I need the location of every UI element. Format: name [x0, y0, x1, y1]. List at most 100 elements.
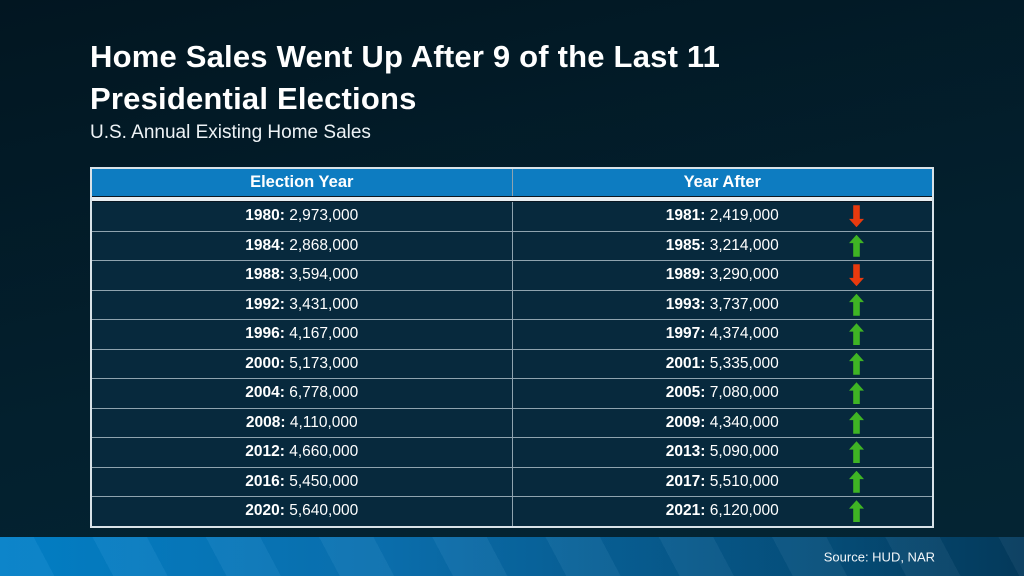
- home-sales-table-container: Election Year Year After 1980: 2,973,000…: [90, 167, 934, 528]
- year-after-cell: 1985: 3,214,000: [511, 230, 934, 261]
- page-title-line1: Home Sales Went Up After 9 of the Last 1…: [90, 39, 721, 74]
- election-year-cell: 1980: 2,973,000: [90, 201, 513, 232]
- page-title: Home Sales Went Up After 9 of the Last 1…: [90, 36, 720, 120]
- column-header-election-year: Election Year: [90, 167, 513, 197]
- election-year-label: 2004:: [245, 384, 285, 402]
- home-sales-table: Election Year Year After 1980: 2,973,000…: [90, 167, 934, 528]
- year-after-cell: 2005: 7,080,000: [511, 378, 934, 409]
- election-year-label: 1996:: [245, 325, 285, 343]
- year-after-label: 1981:: [665, 207, 706, 225]
- year-after-cell: 2017: 5,510,000: [511, 466, 934, 497]
- page-subtitle: U.S. Annual Existing Home Sales: [90, 122, 371, 143]
- year-after-sales-value: 7,080,000: [705, 384, 779, 402]
- table-row: 2012: 4,660,000 2013: 5,090,000: [90, 437, 934, 468]
- election-year-sales-value: 3,431,000: [284, 295, 359, 313]
- election-year-sales-value: 4,110,000: [285, 413, 358, 431]
- election-year-cell: 1996: 4,167,000: [90, 319, 513, 350]
- year-after-label: 2009:: [665, 413, 706, 431]
- up-arrow-icon: [849, 411, 864, 434]
- election-year-label: 1984:: [245, 236, 285, 254]
- up-arrow-icon: [849, 470, 864, 493]
- election-year-sales-value: 5,173,000: [284, 354, 359, 372]
- table-row: 1988: 3,594,000 1989: 3,290,000: [90, 260, 934, 291]
- election-year-cell: 2004: 6,778,000: [90, 378, 513, 409]
- table-row: 2016: 5,450,000 2017: 5,510,000: [90, 466, 934, 497]
- election-year-sales-value: 2,868,000: [284, 236, 359, 254]
- year-after-cell: 1993: 3,737,000: [511, 289, 934, 320]
- down-arrow-icon: [849, 205, 864, 228]
- year-after-sales-value: 4,340,000: [705, 413, 779, 431]
- up-arrow-icon: [849, 441, 864, 464]
- election-year-label: 1992:: [245, 295, 285, 313]
- footer-bar: Source: HUD, NAR: [0, 537, 1024, 576]
- election-year-cell: 1988: 3,594,000: [90, 260, 513, 291]
- table-row: 1992: 3,431,000 1993: 3,737,000: [90, 289, 934, 320]
- year-after-cell: 2001: 5,335,000: [511, 348, 934, 379]
- down-arrow-icon: [849, 264, 864, 287]
- year-after-sales-value: 3,737,000: [705, 295, 779, 313]
- table-row: 2008: 4,110,000 2009: 4,340,000: [90, 407, 934, 438]
- year-after-sales-value: 5,510,000: [705, 472, 779, 490]
- table-row: 1996: 4,167,000 1997: 4,374,000: [90, 319, 934, 350]
- year-after-cell: 2009: 4,340,000: [511, 407, 934, 438]
- header-separator: [91, 196, 933, 202]
- up-arrow-icon: [849, 234, 864, 257]
- table-row: 1984: 2,868,000 1985: 3,214,000: [90, 230, 934, 261]
- election-year-cell: 2008: 4,110,000: [90, 407, 513, 438]
- election-year-sales-value: 5,450,000: [284, 472, 359, 490]
- election-year-cell: 2016: 5,450,000: [90, 466, 513, 497]
- election-year-sales-value: 3,594,000: [284, 266, 359, 284]
- column-header-year-after: Year After: [511, 167, 934, 197]
- year-after-label: 1997:: [665, 325, 706, 343]
- election-year-label: 1980:: [245, 207, 285, 225]
- year-after-label: 2005:: [665, 384, 706, 402]
- election-year-cell: 2020: 5,640,000: [90, 496, 513, 527]
- year-after-sales-value: 5,090,000: [705, 443, 779, 461]
- table-row: 2020: 5,640,000 2021: 6,120,000: [90, 496, 934, 527]
- year-after-sales-value: 2,419,000: [705, 207, 779, 225]
- header-separator-line: [91, 196, 933, 202]
- election-year-cell: 1992: 3,431,000: [90, 289, 513, 320]
- year-after-cell: 2021: 6,120,000: [511, 496, 934, 527]
- year-after-label: 2001:: [665, 354, 706, 372]
- election-year-cell: 2012: 4,660,000: [90, 437, 513, 468]
- election-year-sales-value: 4,167,000: [284, 325, 359, 343]
- up-arrow-icon: [849, 352, 864, 375]
- year-after-label: 2013:: [665, 443, 706, 461]
- year-after-cell: 1989: 3,290,000: [511, 260, 934, 291]
- election-year-sales-value: 6,778,000: [284, 384, 359, 402]
- up-arrow-icon: [849, 293, 864, 316]
- election-year-label: 2020:: [245, 502, 285, 520]
- year-after-label: 2021:: [665, 502, 706, 520]
- year-after-label: 1993:: [665, 295, 706, 313]
- election-year-cell: 1984: 2,868,000: [90, 230, 513, 261]
- election-year-label: 2000:: [245, 354, 285, 372]
- table-row: 2004: 6,778,000 2005: 7,080,000: [90, 378, 934, 409]
- table-row: 2000: 5,173,000 2001: 5,335,000: [90, 348, 934, 379]
- year-after-label: 1985:: [665, 236, 706, 254]
- election-year-label: 2012:: [245, 443, 285, 461]
- election-year-sales-value: 2,973,000: [284, 207, 359, 225]
- up-arrow-icon: [849, 323, 864, 346]
- table-header-row: Election Year Year After: [90, 167, 934, 197]
- election-year-cell: 2000: 5,173,000: [90, 348, 513, 379]
- page-title-line2: Presidential Elections: [90, 81, 417, 116]
- election-year-sales-value: 4,660,000: [284, 443, 359, 461]
- election-year-label: 1988:: [245, 266, 285, 284]
- election-year-label: 2016:: [245, 472, 285, 490]
- election-year-sales-value: 5,640,000: [284, 502, 359, 520]
- year-after-label: 1989:: [665, 266, 706, 284]
- year-after-sales-value: 5,335,000: [705, 354, 779, 372]
- year-after-sales-value: 3,214,000: [705, 236, 779, 254]
- up-arrow-icon: [849, 382, 864, 405]
- up-arrow-icon: [849, 500, 864, 523]
- year-after-cell: 2013: 5,090,000: [511, 437, 934, 468]
- year-after-sales-value: 3,290,000: [705, 266, 779, 284]
- year-after-cell: 1981: 2,419,000: [511, 201, 934, 232]
- table-row: 1980: 2,973,000 1981: 2,419,000: [90, 201, 934, 232]
- year-after-label: 2017:: [665, 472, 706, 490]
- year-after-cell: 1997: 4,374,000: [511, 319, 934, 350]
- source-text: Source: HUD, NAR: [823, 549, 935, 564]
- election-year-label: 2008:: [245, 413, 286, 431]
